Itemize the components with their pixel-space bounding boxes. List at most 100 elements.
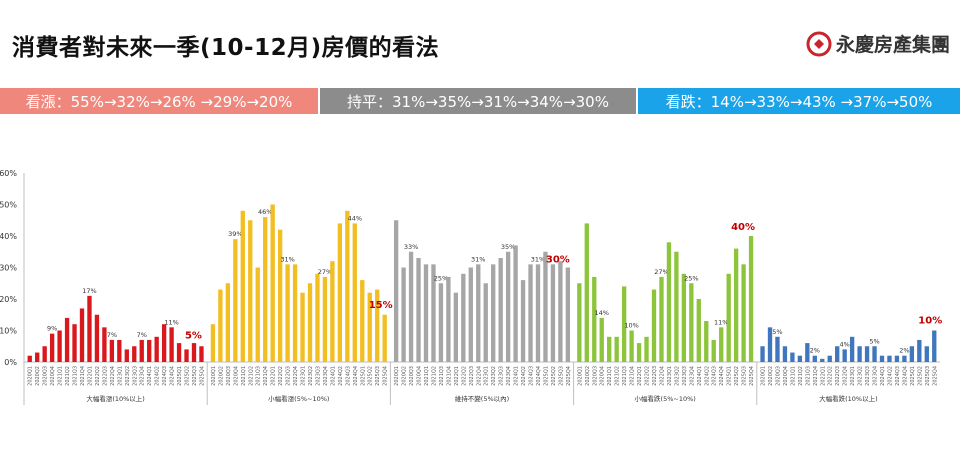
bar	[659, 276, 664, 362]
data-label: 14%	[595, 309, 609, 317]
x-tick-label: 2023Q2	[858, 366, 864, 386]
data-label: 44%	[348, 214, 362, 222]
bar	[49, 333, 55, 362]
x-tick-label: 2022Q3	[835, 366, 841, 386]
data-label: 2%	[810, 347, 820, 355]
x-tick-label: 2024Q4	[170, 366, 176, 386]
x-tick-label: 2023Q3	[132, 366, 138, 386]
bar	[345, 210, 350, 362]
bar	[565, 267, 571, 362]
x-tick-label: 2021Q3	[73, 366, 79, 386]
bar	[191, 343, 197, 362]
x-tick-label: 2023Q1	[850, 366, 856, 386]
bar	[393, 220, 399, 362]
bar	[199, 346, 204, 362]
bar	[760, 346, 765, 362]
x-tick-label: 2024Q2	[887, 366, 893, 386]
x-tick-label: 2022Q4	[659, 366, 665, 386]
bar	[689, 283, 694, 362]
bar	[528, 264, 533, 362]
bar	[139, 339, 144, 362]
bar	[696, 299, 701, 362]
x-tick-label: 2020Q2	[218, 366, 224, 386]
data-label: 35%	[501, 243, 515, 251]
bar	[79, 308, 85, 362]
x-tick-label: 2022Q1	[454, 366, 460, 386]
x-tick-label: 2024Q3	[895, 366, 901, 386]
x-tick-label: 2022Q4	[110, 366, 116, 386]
x-tick-label: 2025Q1	[910, 366, 916, 386]
bar	[330, 261, 335, 362]
bar	[629, 330, 634, 362]
bar	[924, 346, 929, 362]
bar	[636, 343, 642, 362]
data-label: 5%	[869, 337, 879, 345]
x-tick-label: 2024Q2	[521, 366, 527, 386]
group-label: 大幅看漲(10%以上)	[86, 394, 145, 403]
bar	[416, 258, 421, 362]
x-tick-label: 2023Q3	[682, 366, 688, 386]
data-label: 39%	[228, 230, 242, 238]
end-value-label: 15%	[369, 300, 393, 311]
data-label: 27%	[654, 268, 668, 276]
x-tick-label: 2022Q3	[102, 366, 108, 386]
x-tick-label: 2020Q2	[768, 366, 774, 386]
bar	[849, 336, 855, 362]
x-tick-label: 2020Q2	[402, 366, 408, 386]
brand-logo: 永慶房產集團	[806, 30, 950, 57]
data-label: 5%	[772, 328, 782, 336]
x-tick-label: 2020Q3	[775, 366, 781, 386]
bar	[607, 336, 612, 362]
data-label: 31%	[531, 255, 545, 263]
x-tick-label: 2023Q2	[308, 366, 314, 386]
bar	[461, 273, 466, 362]
x-tick-label: 2023Q4	[689, 366, 695, 386]
bar	[767, 327, 773, 362]
x-tick-label: 2020Q4	[600, 366, 606, 386]
x-tick-label: 2023Q2	[491, 366, 497, 386]
x-tick-label: 2020Q1	[761, 366, 767, 386]
bar	[401, 267, 406, 362]
x-tick-label: 2025Q4	[383, 366, 389, 386]
band-flat-summary: 持平：31%→35%→31%→34%→30%	[320, 88, 636, 114]
y-tick-label: 50%	[0, 201, 17, 210]
data-label: 17%	[82, 287, 96, 295]
x-tick-label: 2020Q3	[592, 366, 598, 386]
bar	[408, 251, 414, 362]
x-tick-label: 2023Q1	[667, 366, 673, 386]
x-tick-label: 2025Q2	[368, 366, 374, 386]
y-tick-label: 10%	[0, 327, 17, 336]
x-tick-label: 2025Q1	[727, 366, 733, 386]
bar	[315, 273, 320, 362]
x-tick-label: 2024Q3	[529, 366, 535, 386]
x-tick-label: 2025Q2	[185, 366, 191, 386]
x-tick-label: 2025Q4	[199, 366, 205, 386]
bar	[184, 349, 189, 362]
x-tick-label: 2022Q3	[286, 366, 292, 386]
x-tick-label: 2024Q1	[147, 366, 153, 386]
y-tick-label: 20%	[0, 295, 17, 304]
bar	[812, 355, 817, 362]
band-up-summary: 看漲：55%→32%→26% →29%→20%	[0, 88, 318, 114]
x-tick-label: 2025Q3	[925, 366, 931, 386]
bar	[513, 245, 518, 362]
bar	[681, 273, 687, 362]
x-tick-label: 2021Q2	[615, 366, 621, 386]
x-tick-label: 2024Q4	[902, 366, 908, 386]
bar	[498, 258, 503, 362]
bar	[42, 346, 47, 362]
bar	[476, 264, 481, 362]
bar	[894, 355, 900, 362]
x-tick-label: 2021Q1	[424, 366, 430, 386]
x-tick-label: 2021Q4	[263, 366, 269, 386]
bar	[117, 339, 122, 362]
bar	[902, 355, 907, 362]
bar	[748, 236, 754, 362]
bar	[887, 355, 892, 362]
data-label: 25%	[684, 274, 698, 282]
data-label: 7%	[107, 331, 117, 339]
bar	[835, 346, 840, 362]
bar	[423, 264, 429, 362]
data-label: 9%	[47, 325, 57, 333]
x-tick-label: 2020Q1	[577, 366, 583, 386]
